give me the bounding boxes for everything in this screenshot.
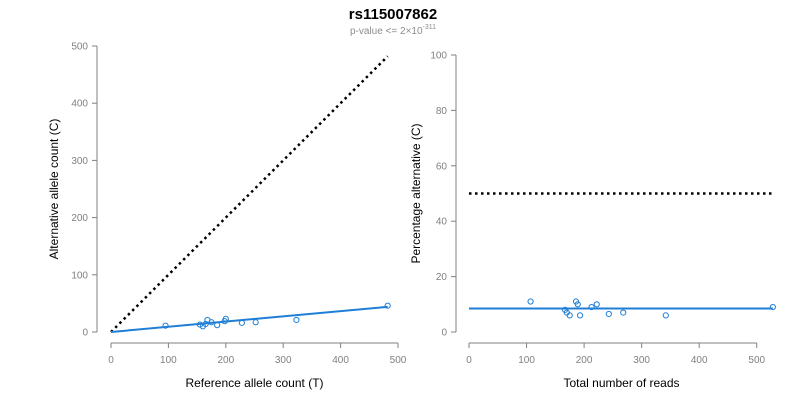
x-tick-label: 200 [576,355,593,366]
x-tick-label: 400 [691,355,708,366]
data-point [593,301,600,308]
data-point [769,303,776,311]
data-point [527,298,534,305]
x-tick-label: 400 [332,355,349,366]
data-point [293,316,300,324]
x-tick-label: 300 [633,355,650,366]
y-tick-label: 80 [436,106,448,117]
data-point [566,312,573,319]
y-tick-label: 400 [71,99,88,110]
data-point [576,312,584,319]
y-tick-label: 500 [71,42,88,53]
chart-subtitle: p-value <= 2×10-311 [350,24,436,37]
data-point [574,301,581,308]
y-tick-label: 60 [436,161,448,172]
data-point [620,309,627,316]
y-tick-label: 300 [71,156,88,167]
y-axis-title: Alternative allele count (C) [47,119,61,260]
x-tick-label: 100 [160,355,177,366]
y-tick-label: 0 [82,328,88,339]
data-point [384,302,391,309]
x-axis-title: Reference allele count (T) [185,376,323,390]
x-tick-label: 500 [390,355,407,366]
y-tick-label: 0 [441,328,447,339]
data-point [208,319,215,326]
x-tick-label: 0 [108,355,114,366]
data-point [662,312,669,319]
x-tick-label: 500 [748,355,765,366]
data-point [222,315,229,322]
x-axis-title: Total number of reads [563,376,679,390]
y-tick-label: 40 [436,217,448,228]
chart-title: rs115007862 [349,6,437,23]
y-tick-label: 100 [430,51,447,62]
data-point [588,303,595,311]
y-axis-title: Percentage alternative (C) [409,123,423,263]
fit-line [110,305,388,333]
allele-count-panel: 0 100 200 300 400 500 0 100 200 300 400 500 Referenc… [47,42,407,391]
y-tick-label: 100 [71,270,88,281]
x-tick-label: 200 [217,355,234,366]
x-tick-label: 0 [466,355,472,366]
x-tick-label: 300 [275,355,292,366]
subtitle-exponent: -311 [423,24,437,31]
y-tick-label: 20 [436,272,448,283]
subtitle-prefix: p-value <= 2×10 [350,26,423,37]
data-point [214,322,221,329]
reference-line [110,55,389,333]
percentage-panel: 0 100 200 300 400 500 0 20 40 60 80 100 Total number… [409,51,776,390]
x-tick-label: 100 [518,355,535,366]
data-point [605,310,612,318]
y-tick-label: 200 [71,213,88,224]
data-point [162,322,169,329]
data-point [238,319,245,326]
data-point [252,319,259,326]
